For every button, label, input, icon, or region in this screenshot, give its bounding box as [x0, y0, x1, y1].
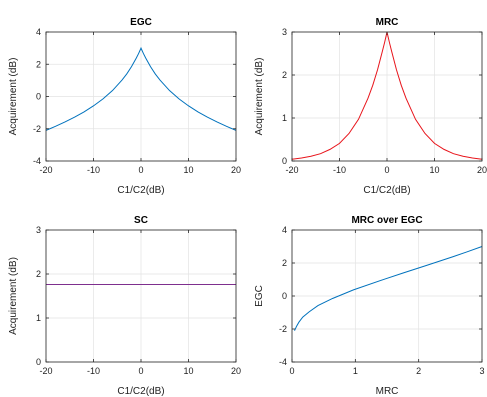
x-tick-label: 20 — [231, 165, 241, 175]
chart-panel-1: -20 -10 0 10 20-4-2024EGCC1/C2(dB)Acquiremen… — [8, 17, 241, 196]
chart-panel-3: -20 -10 0 10 20 0 1 2 3 SC C1/C2(dB) Acquirement (d… — [8, 215, 241, 397]
chart-panel-4: 0 1 2 3 -4 -2 0 2 4 MRC over EGC MRC EGC — [254, 215, 485, 397]
y-tick-label: 1 — [282, 113, 287, 123]
x-tick-label: 0 — [138, 366, 143, 376]
x-tick-label: 1 — [353, 366, 358, 376]
x-tick-label: -20 — [39, 165, 52, 175]
chart-panel-2: -20 -10 0 10 20 0 1 2 3 MRC C1/C2(dB) Acquirement (… — [254, 17, 487, 196]
x-tick-label: 0 — [289, 366, 294, 376]
x-axis-label: C1/C2(dB) — [363, 185, 410, 196]
x-tick-label: 20 — [477, 165, 487, 175]
y-tick-label: -2 — [279, 324, 287, 334]
y-tick-label: 1 — [36, 313, 41, 323]
series-line — [45, 46, 237, 131]
x-tick-label: -20 — [39, 366, 52, 376]
x-tick-label: -10 — [87, 165, 100, 175]
x-tick-label: 10 — [183, 366, 193, 376]
chart-title: MRC — [376, 17, 399, 28]
y-tick-label: 4 — [36, 27, 41, 37]
chart-title: SC — [134, 215, 148, 226]
y-axis-label: Acquirement (dB) — [8, 58, 19, 136]
x-tick-label: 0 — [138, 165, 143, 175]
y-tick-label: -4 — [279, 357, 287, 367]
x-tick-label: 10 — [183, 165, 193, 175]
x-tick-label: -10 — [87, 366, 100, 376]
x-axis-label: C1/C2(dB) — [117, 185, 164, 196]
y-tick-label: 2 — [282, 258, 287, 268]
y-tick-label: 0 — [36, 92, 41, 102]
x-tick-label: 20 — [231, 366, 241, 376]
chart-title: MRC over EGC — [351, 215, 422, 226]
y-axis-label: Acquirement (dB) — [254, 58, 265, 136]
y-tick-label: 2 — [36, 59, 41, 69]
y-tick-label: -2 — [33, 124, 41, 134]
x-tick-label: 10 — [429, 165, 439, 175]
y-axis-label: EGC — [254, 285, 265, 307]
y-tick-label: 0 — [282, 156, 287, 166]
series-line — [294, 246, 483, 331]
y-tick-label: 2 — [36, 269, 41, 279]
chart-title: EGC — [130, 17, 152, 28]
y-tick-label: -4 — [33, 156, 41, 166]
x-axis-label: MRC — [376, 386, 399, 397]
x-tick-label: -10 — [333, 165, 346, 175]
y-axis-label: Acquirement (dB) — [8, 257, 19, 335]
x-tick-label: 0 — [384, 165, 389, 175]
y-tick-label: 4 — [282, 225, 287, 235]
x-axis-label: C1/C2(dB) — [117, 386, 164, 397]
x-tick-label: -20 — [285, 165, 298, 175]
y-tick-label: 0 — [36, 357, 41, 367]
x-tick-label: 3 — [479, 366, 484, 376]
y-tick-label: 0 — [282, 291, 287, 301]
x-tick-label: 2 — [416, 366, 421, 376]
y-tick-label: 2 — [282, 70, 287, 80]
y-tick-label: 3 — [36, 225, 41, 235]
y-tick-label: 3 — [282, 27, 287, 37]
